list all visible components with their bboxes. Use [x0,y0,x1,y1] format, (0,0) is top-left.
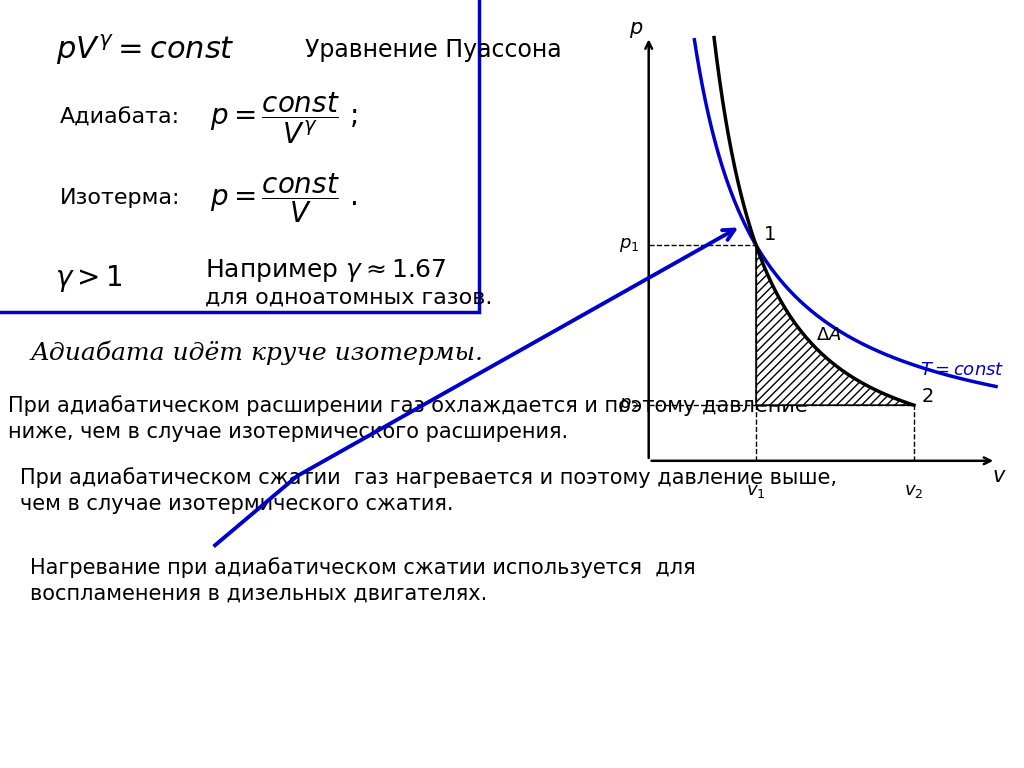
Text: воспламенения в дизельных двигателях.: воспламенения в дизельных двигателях. [30,584,487,604]
Text: Уравнение Пуассона: Уравнение Пуассона [305,38,561,62]
Text: для одноатомных газов.: для одноатомных газов. [205,288,493,308]
Text: Изотерма:: Изотерма: [60,188,180,208]
Polygon shape [756,245,913,406]
Text: $p = \dfrac{const}{V}\ .$: $p = \dfrac{const}{V}\ .$ [210,171,357,225]
Text: Адиабата:: Адиабата: [60,108,180,128]
Text: $p = \dfrac{const}{V^{\gamma}}\ ;$: $p = \dfrac{const}{V^{\gamma}}\ ;$ [210,91,357,146]
Text: $T=const$: $T=const$ [921,361,1005,379]
Text: 2: 2 [922,387,934,406]
Text: чем в случае изотермического сжатия.: чем в случае изотермического сжатия. [20,494,454,514]
Text: $pV^{\gamma} = const$: $pV^{\gamma} = const$ [55,33,234,68]
Text: При адиабатическом сжатии  газ нагревается и поэтому давление выше,: При адиабатическом сжатии газ нагреваетс… [20,468,837,488]
Text: $v_2$: $v_2$ [904,482,924,500]
Text: $\gamma > 1$: $\gamma > 1$ [55,263,123,293]
Text: При адиабатическом расширении газ охлаждается и поэтому давление: При адиабатическом расширении газ охлажд… [8,396,808,416]
Text: $v$: $v$ [992,465,1007,485]
Text: Адиабата идёт круче изотермы.: Адиабата идёт круче изотермы. [30,341,483,366]
Text: $p_2$: $p_2$ [620,396,639,414]
Text: Нагревание при адиабатическом сжатии используется  для: Нагревание при адиабатическом сжатии исп… [30,558,695,578]
Text: $p$: $p$ [629,20,643,40]
Text: $v_1$: $v_1$ [746,482,766,500]
Text: $\Delta A$: $\Delta A$ [816,326,842,344]
Text: $p_1$: $p_1$ [618,237,639,254]
Text: 1: 1 [764,225,776,244]
Text: ниже, чем в случае изотермического расширения.: ниже, чем в случае изотермического расши… [8,422,568,442]
Text: Например $\gamma \approx 1.67$: Например $\gamma \approx 1.67$ [205,257,446,283]
